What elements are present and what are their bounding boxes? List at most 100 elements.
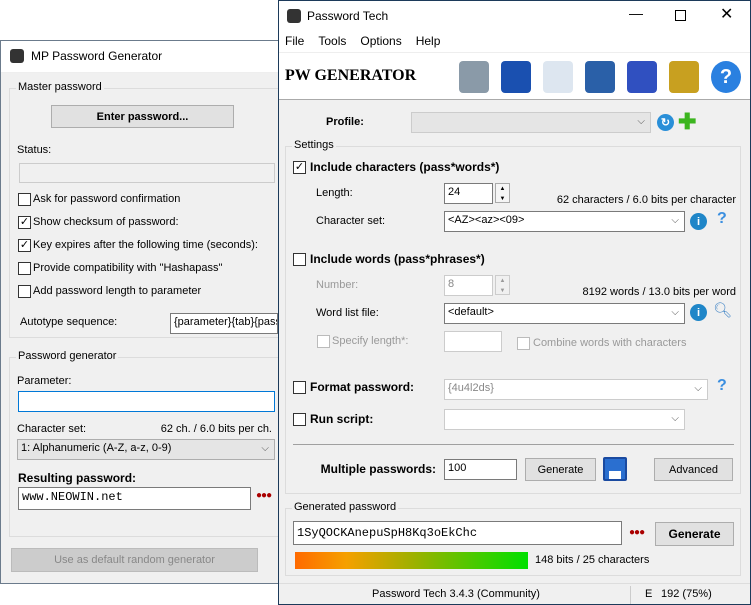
format-value: {4u4l2ds}	[448, 382, 494, 394]
help-icon[interactable]: ?	[711, 61, 741, 93]
autotype-input[interactable]: {parameter}{tab}{password}	[170, 313, 278, 334]
save-floppy-icon[interactable]	[603, 457, 627, 481]
menu-item[interactable]: File	[285, 34, 305, 48]
status-text: Password Tech 3.4.3 (Community)	[372, 588, 540, 600]
refresh-profile-icon[interactable]: ↻	[657, 114, 674, 131]
database-lock-icon[interactable]	[459, 61, 489, 93]
search-icon[interactable]: 🔍︎	[713, 302, 733, 319]
profile-select[interactable]: ⌵	[411, 112, 651, 133]
combine-words-label: Combine words with characters	[533, 337, 687, 349]
number-input[interactable]: 8	[444, 275, 493, 296]
mp-checkbox[interactable]	[18, 193, 31, 206]
wordlist-combo[interactable]: <default> ⌵	[444, 303, 685, 324]
length-spinner[interactable]: ▲ ▼	[495, 183, 510, 203]
status-bar: Password Tech 3.4.3 (Community) E 192 (7…	[279, 583, 750, 604]
include-chars-label: Include characters (pass*words*)	[310, 160, 500, 174]
chevron-down-icon: ⌵	[637, 116, 645, 127]
close-button[interactable]: ✕	[720, 6, 734, 23]
tools-icon[interactable]	[669, 61, 699, 93]
enter-password-button[interactable]: Enter password...	[51, 105, 234, 128]
strength-info: 148 bits / 25 characters	[535, 554, 650, 566]
app-icon	[287, 9, 301, 23]
format-password-combo[interactable]: {4u4l2ds} ⌵	[444, 379, 708, 400]
combine-words-checkbox[interactable]	[517, 337, 530, 350]
specify-length-input[interactable]	[444, 331, 502, 352]
mp-checkbox[interactable]	[18, 285, 31, 298]
menu-bar: File Tools Options Help	[279, 31, 750, 52]
generate-multiple-button[interactable]: Generate	[525, 458, 596, 481]
mp-checkbox[interactable]: ✓	[18, 216, 31, 229]
group-label: Generated password	[292, 501, 399, 513]
mp-window-title: MP Password Generator	[31, 49, 163, 63]
charset-combo[interactable]: <AZ><az><09> ⌵	[444, 211, 685, 232]
master-password-group: Master password	[9, 81, 278, 338]
status-field	[19, 163, 275, 183]
charset-value: 1: Alphanumeric (A-Z, a-z, 0-9)	[21, 442, 172, 454]
use-as-default-button: Use as default random generator	[11, 548, 258, 572]
menu-item[interactable]: Options	[360, 34, 402, 48]
eraser-icon[interactable]	[627, 61, 657, 93]
generated-password-group: Generated password	[285, 501, 741, 576]
mp-checkbox-label: Provide compatibility with "Hashapass"	[33, 262, 223, 274]
info-icon[interactable]: i	[690, 213, 707, 230]
help-icon[interactable]: ?	[717, 377, 727, 394]
maximize-button[interactable]	[675, 10, 686, 21]
add-profile-icon[interactable]: ✚	[678, 109, 697, 134]
mp-checkbox-label: Show checksum of password:	[33, 216, 179, 228]
number-label: Number:	[316, 279, 359, 291]
status-e: E	[645, 588, 653, 600]
padlock-icon[interactable]	[585, 61, 615, 93]
length-label: Length:	[316, 187, 353, 199]
menu-item[interactable]: Help	[415, 34, 441, 48]
mp-password-generator-window: MP Password Generator Master password En…	[0, 40, 279, 584]
charset-info: 62 ch. / 6.0 bits per ch.	[160, 423, 272, 435]
mp-checkbox[interactable]	[18, 262, 31, 275]
settings-group: Settings	[285, 139, 741, 494]
format-password-checkbox[interactable]	[293, 381, 306, 394]
chevron-down-icon: ⌵	[671, 307, 679, 318]
wizard-hat-icon[interactable]	[501, 61, 531, 93]
autotype-label: Autotype sequence:	[20, 316, 118, 328]
group-label: Password generator	[16, 350, 119, 362]
menu-item[interactable]: Tools	[318, 34, 347, 48]
result-field[interactable]: www.NEOWIN.net	[18, 487, 251, 510]
wordlist-value: <default>	[448, 306, 494, 318]
advanced-button[interactable]: Advanced	[654, 458, 733, 481]
minimize-button[interactable]: —	[629, 5, 643, 21]
status-label: Status:	[17, 144, 52, 156]
info-icon[interactable]: i	[690, 304, 707, 321]
specify-length-checkbox[interactable]	[317, 335, 330, 348]
run-script-label: Run script:	[310, 412, 374, 426]
chevron-down-icon: ⌵	[261, 443, 269, 454]
number-spinner[interactable]: ▲ ▼	[495, 275, 510, 295]
format-password-label: Format password:	[310, 380, 415, 394]
include-chars-checkbox[interactable]: ✓	[293, 161, 306, 174]
status-divider	[630, 586, 631, 604]
parameter-label: Parameter:	[17, 375, 72, 387]
multiple-passwords-input[interactable]: 100	[444, 459, 517, 480]
app-icon	[10, 49, 24, 63]
words-info: 8192 words / 13.0 bits per word	[582, 286, 736, 298]
banner-title: PW GENERATOR	[285, 67, 417, 84]
parameter-input[interactable]	[18, 391, 275, 412]
chevron-down-icon: ⌵	[671, 413, 679, 424]
pt-window-title: Password Tech	[307, 9, 389, 23]
document-icon[interactable]	[543, 61, 573, 93]
mp-checkbox[interactable]: ✓	[18, 239, 31, 252]
mp-checkbox-label: Key expires after the following time (se…	[33, 239, 258, 251]
divider	[293, 444, 734, 445]
include-words-checkbox[interactable]	[293, 253, 306, 266]
mp-checkbox-label: Ask for password confirmation	[33, 193, 181, 205]
charset-select[interactable]: 1: Alphanumeric (A-Z, a-z, 0-9) ⌵	[17, 439, 275, 460]
status-entropy: 192 (75%)	[661, 588, 712, 600]
include-words-label: Include words (pass*phrases*)	[310, 252, 485, 266]
run-script-combo[interactable]: ⌵	[444, 409, 685, 430]
help-icon[interactable]: ?	[717, 210, 727, 227]
generated-password-field[interactable]: 1SyQOCKAnepuSpH8Kq3oEkChc	[293, 521, 622, 545]
result-label: Resulting password:	[18, 471, 137, 485]
generate-button[interactable]: Generate	[655, 522, 734, 546]
show-password-dots-icon[interactable]: ●●●	[629, 527, 645, 538]
length-input[interactable]: 24	[444, 183, 493, 204]
run-script-checkbox[interactable]	[293, 413, 306, 426]
show-password-dots-icon[interactable]: ●●●	[256, 490, 272, 501]
